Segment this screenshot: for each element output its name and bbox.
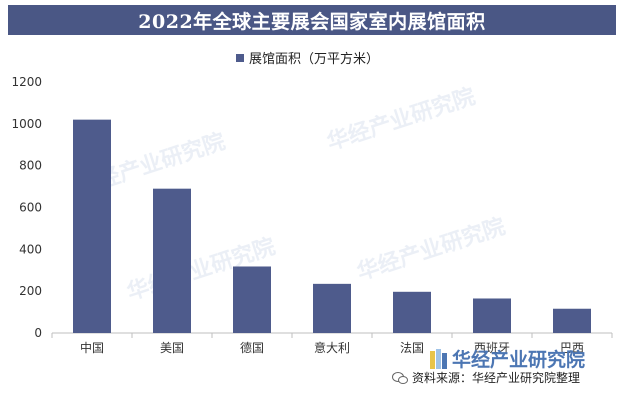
bar xyxy=(393,291,431,333)
source-text: 资料来源：华经产业研究院整理 xyxy=(412,371,581,385)
source-note: 资料来源：华经产业研究院整理 xyxy=(392,369,580,386)
x-tick-label: 德国 xyxy=(240,340,264,355)
legend-swatch xyxy=(236,54,244,62)
y-tick-label: 1000 xyxy=(11,117,42,131)
y-tick-label: 800 xyxy=(19,159,42,173)
y-tick-label: 1200 xyxy=(11,75,42,89)
logo-text: 华经产业研究院 xyxy=(452,349,586,371)
y-tick-label: 600 xyxy=(19,201,42,215)
y-tick-label: 200 xyxy=(19,284,42,298)
x-tick-label: 西班牙 xyxy=(474,341,510,355)
x-tick-label: 法国 xyxy=(400,341,424,355)
chart-title-bar: 2022年全球主要展会国家室内展馆面积 xyxy=(8,5,616,35)
watermark-text: 华经产业研究院 xyxy=(354,213,509,285)
bar xyxy=(233,266,271,333)
legend-label: 展馆面积（万平方米） xyxy=(249,51,379,67)
bar xyxy=(153,188,191,333)
y-tick-label: 400 xyxy=(19,242,42,256)
wechat-icon xyxy=(392,371,408,384)
x-tick-label: 意大利 xyxy=(314,340,350,355)
bar xyxy=(553,308,591,333)
x-tick-label: 中国 xyxy=(80,340,104,355)
x-tick-label: 巴西 xyxy=(560,341,584,355)
bar xyxy=(473,298,511,333)
chart-title: 2022年全球主要展会国家室内展馆面积 xyxy=(138,10,486,33)
bar xyxy=(313,283,351,333)
watermark-text: 华经产业研究院 xyxy=(324,83,479,155)
bar xyxy=(73,119,111,334)
logo-mark-icon xyxy=(430,348,448,369)
y-tick-label: 0 xyxy=(34,326,42,340)
brand-logo: 华经产业研究院 xyxy=(430,345,585,372)
x-tick-label: 美国 xyxy=(160,341,184,355)
